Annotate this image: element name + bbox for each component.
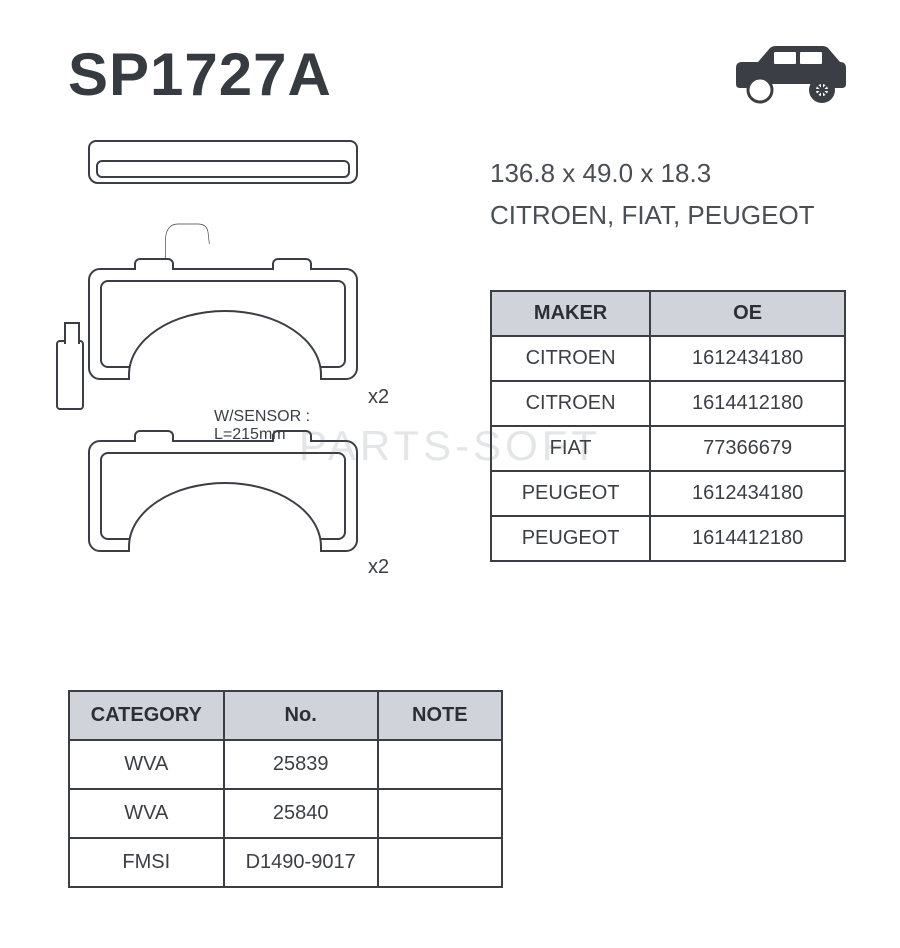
cell-oe: 1612434180: [650, 336, 845, 381]
table-row: WVA 25839: [69, 740, 502, 789]
th-note: NOTE: [378, 691, 502, 740]
cell-maker: PEUGEOT: [491, 516, 650, 561]
brake-pad-diagram: x2 W/SENSOR : L=215mm x2: [68, 140, 378, 620]
sensor-connector: [56, 340, 84, 410]
table-row: FMSI D1490-9017: [69, 838, 502, 887]
cell-note: [378, 740, 502, 789]
cell-maker: PEUGEOT: [491, 471, 650, 516]
table-header-row: CATEGORY No. NOTE: [69, 691, 502, 740]
th-oe: OE: [650, 291, 845, 336]
oe-table: MAKER OE CITROEN 1612434180 CITROEN 1614…: [490, 290, 846, 562]
pad-front-plain: [88, 440, 358, 552]
qty-label-2: x2: [368, 556, 389, 579]
part-number: SP1727A: [68, 40, 332, 109]
table-row: PEUGEOT 1614412180: [491, 516, 845, 561]
brands-text: CITROEN, FIAT, PEUGEOT: [490, 200, 815, 231]
th-no: No.: [224, 691, 378, 740]
th-maker: MAKER: [491, 291, 650, 336]
cell-category: FMSI: [69, 838, 224, 887]
table-row: PEUGEOT 1612434180: [491, 471, 845, 516]
cell-note: [378, 789, 502, 838]
sensor-note: W/SENSOR : L=215mm: [214, 408, 378, 444]
cell-note: [378, 838, 502, 887]
table-row: WVA 25840: [69, 789, 502, 838]
cell-no: 25839: [224, 740, 378, 789]
pad-side-view: [88, 140, 358, 184]
cell-oe: 77366679: [650, 426, 845, 471]
th-category: CATEGORY: [69, 691, 224, 740]
table-row: CITROEN 1612434180: [491, 336, 845, 381]
table-row: CITROEN 1614412180: [491, 381, 845, 426]
pad-front-with-sensor: [88, 268, 358, 380]
dimensions-text: 136.8 x 49.0 x 18.3: [490, 158, 711, 189]
cell-oe: 1614412180: [650, 381, 845, 426]
cell-category: WVA: [69, 789, 224, 838]
cell-no: D1490-9017: [224, 838, 378, 887]
car-position-icon: [730, 38, 850, 108]
cell-maker: FIAT: [491, 426, 650, 471]
cell-maker: CITROEN: [491, 381, 650, 426]
cell-no: 25840: [224, 789, 378, 838]
cell-maker: CITROEN: [491, 336, 650, 381]
page: SP1727A 136.8 x 49.0 x 18.3 CITROEN, FIA…: [0, 0, 900, 948]
table-header-row: MAKER OE: [491, 291, 845, 336]
cell-oe: 1614412180: [650, 516, 845, 561]
qty-label-1: x2: [368, 386, 389, 409]
cell-category: WVA: [69, 740, 224, 789]
table-row: FIAT 77366679: [491, 426, 845, 471]
cell-oe: 1612434180: [650, 471, 845, 516]
category-table: CATEGORY No. NOTE WVA 25839 WVA 25840 FM…: [68, 690, 503, 888]
